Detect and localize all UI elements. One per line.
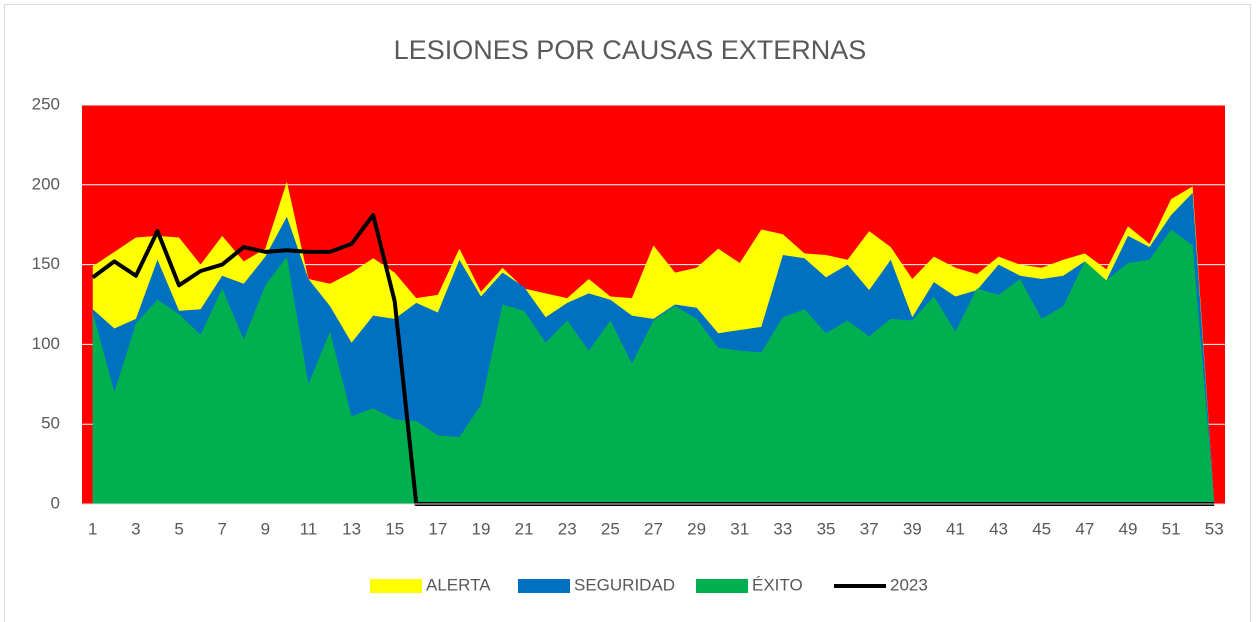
x-tick-label: 27 [644, 519, 663, 538]
x-tick-label: 21 [515, 519, 534, 538]
x-tick-label: 47 [1075, 519, 1094, 538]
y-tick-label: 100 [32, 334, 60, 353]
y-tick-label: 50 [41, 414, 60, 433]
x-tick-label: 23 [558, 519, 577, 538]
x-tick-label: 29 [687, 519, 706, 538]
x-tick-label: 3 [131, 519, 140, 538]
x-tick-label: 53 [1205, 519, 1224, 538]
legend-swatch [518, 579, 570, 593]
x-tick-label: 31 [730, 519, 749, 538]
x-tick-label: 19 [472, 519, 491, 538]
x-tick-label: 45 [1032, 519, 1051, 538]
area [92, 229, 1215, 504]
x-tick-label: 25 [601, 519, 620, 538]
x-tick-label: 9 [261, 519, 270, 538]
legend-label: SEGURIDAD [574, 575, 675, 594]
y-tick-label: 200 [32, 174, 60, 193]
x-tick-label: 41 [946, 519, 965, 538]
x-tick-label: 35 [817, 519, 836, 538]
legend-label: ALERTA [426, 575, 491, 594]
x-tick-label: 43 [989, 519, 1008, 538]
x-tick-label: 15 [385, 519, 404, 538]
legend-swatch [370, 579, 422, 593]
chart-title: LESIONES POR CAUSAS EXTERNAS [394, 35, 867, 65]
chart-border [4, 4, 1251, 622]
x-tick-label: 17 [428, 519, 447, 538]
legend-label: 2023 [890, 575, 928, 594]
x-tick-label: 37 [860, 519, 879, 538]
x-tick-label: 5 [174, 519, 183, 538]
x-tick-label: 39 [903, 519, 922, 538]
legend-swatch [696, 579, 748, 593]
y-tick-label: 250 [32, 94, 60, 113]
x-tick-label: 11 [300, 519, 318, 538]
legend-label: ÉXITO [752, 575, 803, 594]
x-tick-label: 33 [773, 519, 792, 538]
y-tick-label: 150 [32, 254, 60, 273]
x-tick-label: 51 [1162, 519, 1181, 538]
x-tick-label: 49 [1118, 519, 1137, 538]
x-tick-label: 1 [88, 519, 97, 538]
x-tick-label: 7 [217, 519, 226, 538]
y-tick-label: 0 [51, 493, 60, 512]
x-tick-label: 13 [342, 519, 361, 538]
